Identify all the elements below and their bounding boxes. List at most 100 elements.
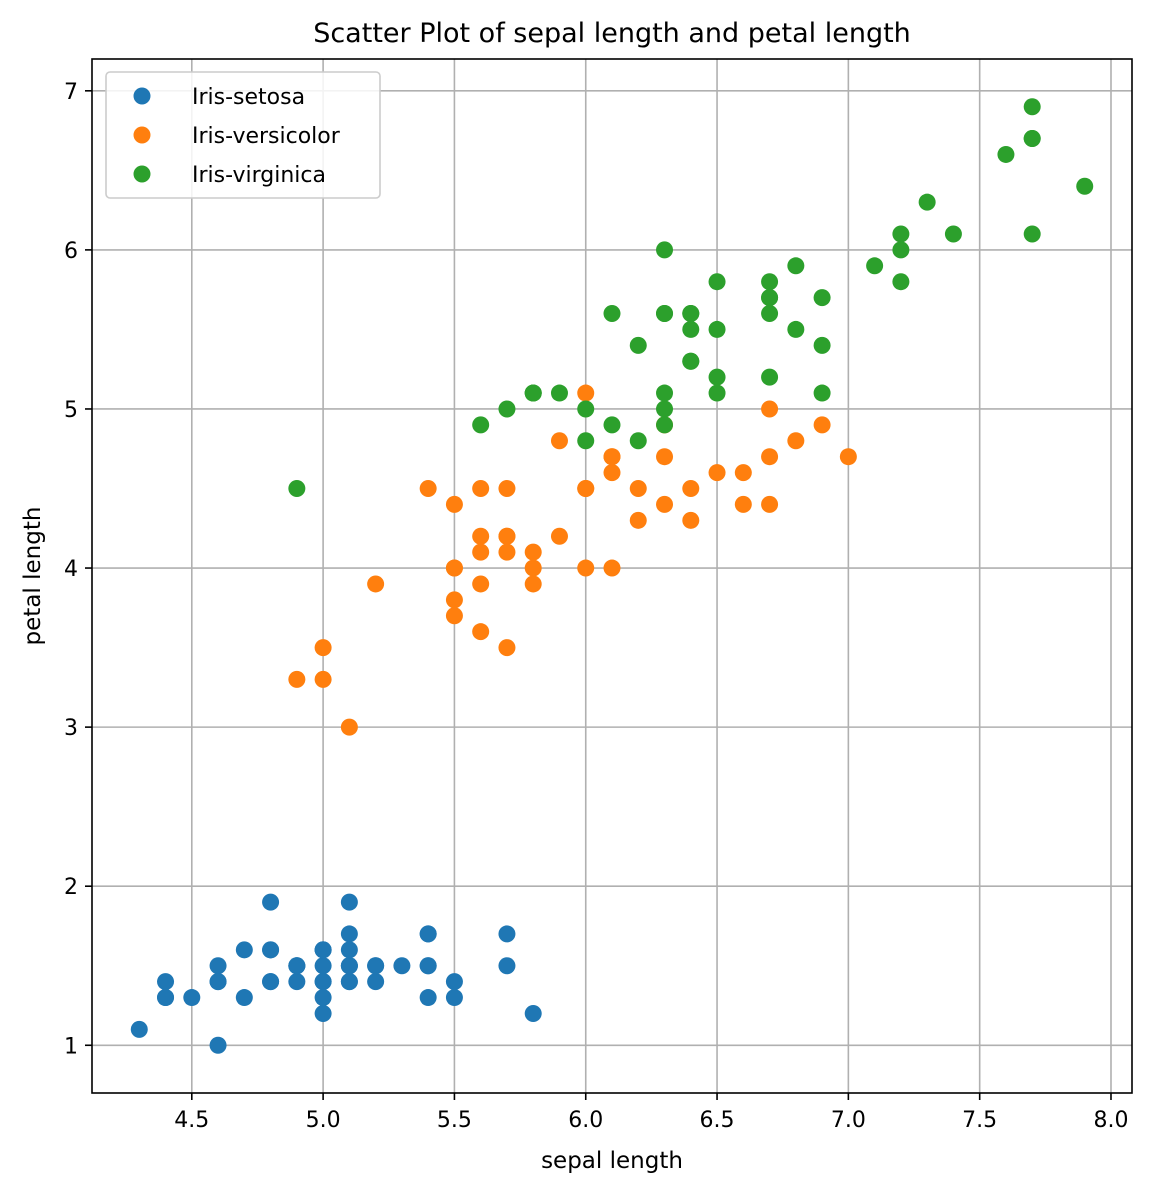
y-tick-label: 3 bbox=[64, 716, 78, 741]
data-point bbox=[734, 495, 752, 513]
data-point bbox=[445, 973, 463, 991]
legend-label: Iris-virginica bbox=[192, 163, 326, 188]
data-point bbox=[577, 432, 595, 450]
data-point bbox=[682, 320, 700, 338]
legend-box bbox=[105, 71, 381, 199]
data-point bbox=[445, 559, 463, 577]
data-point bbox=[550, 384, 568, 402]
data-point bbox=[761, 305, 779, 323]
data-point bbox=[708, 384, 726, 402]
data-point bbox=[288, 670, 306, 688]
series-iris-versicolor bbox=[288, 384, 857, 736]
data-point bbox=[892, 273, 910, 291]
data-point bbox=[235, 941, 253, 959]
x-tick-label: 8.0 bbox=[1093, 1108, 1128, 1133]
data-point bbox=[682, 352, 700, 370]
data-point bbox=[656, 384, 674, 402]
data-point bbox=[682, 305, 700, 323]
data-point bbox=[761, 400, 779, 418]
data-point bbox=[577, 384, 595, 402]
data-point bbox=[445, 591, 463, 609]
data-point bbox=[472, 543, 490, 561]
data-point bbox=[1023, 130, 1041, 148]
data-point bbox=[866, 257, 884, 275]
grid bbox=[92, 59, 1132, 1093]
legend-marker bbox=[133, 165, 151, 183]
data-point bbox=[524, 575, 542, 593]
series-iris-setosa bbox=[130, 893, 542, 1054]
data-point bbox=[656, 448, 674, 466]
data-point bbox=[130, 1020, 148, 1038]
data-points bbox=[130, 98, 1094, 1054]
x-tick-label: 6.0 bbox=[568, 1108, 603, 1133]
chart-title: Scatter Plot of sepal length and petal l… bbox=[313, 18, 911, 49]
data-point bbox=[603, 448, 621, 466]
data-point bbox=[498, 925, 516, 943]
data-point bbox=[498, 957, 516, 975]
data-point bbox=[419, 957, 437, 975]
data-point bbox=[682, 480, 700, 498]
data-point bbox=[550, 432, 568, 450]
data-point bbox=[340, 941, 358, 959]
data-point bbox=[761, 289, 779, 307]
data-point bbox=[787, 320, 805, 338]
data-point bbox=[498, 480, 516, 498]
y-tick-label: 1 bbox=[64, 1034, 78, 1059]
data-point bbox=[656, 241, 674, 259]
data-point bbox=[419, 480, 437, 498]
data-point bbox=[472, 416, 490, 434]
data-point bbox=[209, 973, 227, 991]
legend: Iris-setosa Iris-versicolor Iris-virginica bbox=[105, 71, 381, 199]
legend-label: Iris-setosa bbox=[192, 85, 305, 110]
data-point bbox=[813, 416, 831, 434]
data-point bbox=[367, 575, 385, 593]
data-point bbox=[629, 336, 647, 354]
data-point bbox=[577, 559, 595, 577]
data-point bbox=[813, 336, 831, 354]
x-tick-label: 6.5 bbox=[700, 1108, 735, 1133]
data-point bbox=[813, 384, 831, 402]
data-point bbox=[629, 511, 647, 529]
axis-ticks: 4.5 5.0 5.5 6.0 6.5 7.0 7.5 8.0 1 2 3 4 5 6 7 bbox=[64, 80, 1128, 1133]
data-point bbox=[682, 511, 700, 529]
data-point bbox=[918, 193, 936, 211]
data-point bbox=[787, 257, 805, 275]
data-point bbox=[419, 989, 437, 1007]
data-point bbox=[524, 543, 542, 561]
data-point bbox=[340, 925, 358, 943]
data-point bbox=[944, 225, 962, 243]
data-point bbox=[656, 495, 674, 513]
x-tick-label: 7.0 bbox=[831, 1108, 866, 1133]
data-point bbox=[314, 670, 332, 688]
data-point bbox=[787, 432, 805, 450]
data-point bbox=[288, 480, 306, 498]
data-point bbox=[813, 289, 831, 307]
data-point bbox=[367, 973, 385, 991]
y-tick-label: 7 bbox=[64, 80, 78, 105]
series-iris-virginica bbox=[288, 98, 1094, 498]
data-point bbox=[367, 957, 385, 975]
data-point bbox=[183, 989, 201, 1007]
data-point bbox=[314, 989, 332, 1007]
data-point bbox=[498, 400, 516, 418]
data-point bbox=[524, 559, 542, 577]
legend-marker bbox=[133, 126, 151, 144]
data-point bbox=[577, 400, 595, 418]
y-tick-label: 6 bbox=[64, 239, 78, 264]
data-point bbox=[708, 368, 726, 386]
data-point bbox=[340, 973, 358, 991]
x-tick-label: 5.0 bbox=[306, 1108, 341, 1133]
data-point bbox=[157, 989, 175, 1007]
data-point bbox=[288, 957, 306, 975]
data-point bbox=[524, 1004, 542, 1022]
data-point bbox=[603, 464, 621, 482]
data-point bbox=[209, 957, 227, 975]
x-axis-label: sepal length bbox=[541, 1148, 683, 1174]
data-point bbox=[157, 973, 175, 991]
data-point bbox=[340, 893, 358, 911]
legend-label: Iris-versicolor bbox=[192, 124, 341, 149]
data-point bbox=[761, 273, 779, 291]
data-point bbox=[393, 957, 411, 975]
data-point bbox=[839, 448, 857, 466]
